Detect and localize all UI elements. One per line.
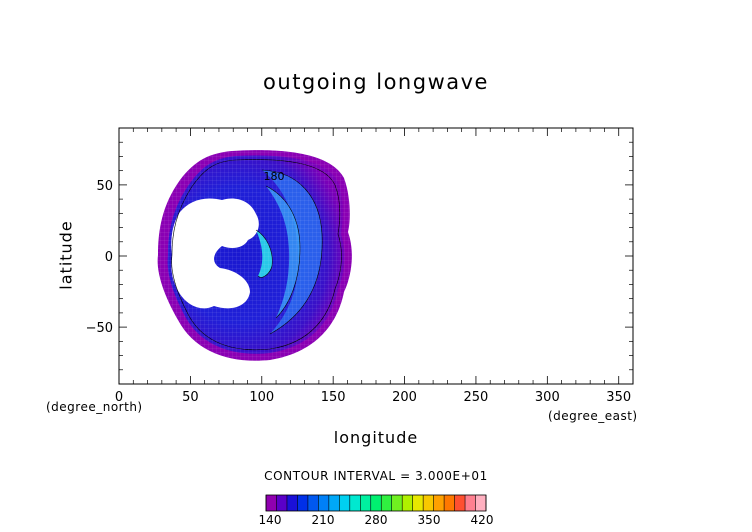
colorbar-swatch <box>391 495 403 511</box>
colorbar: 140 210 280 350 420 <box>259 494 494 527</box>
colorbar-swatch <box>370 495 382 511</box>
colorbar-swatch <box>328 495 340 511</box>
colorbar-swatch <box>412 495 424 511</box>
y-tick-label: 0 <box>105 250 113 265</box>
colorbar-swatch <box>402 495 414 511</box>
x-axis-label: longitude <box>333 428 419 447</box>
colorbar-swatch <box>454 495 466 511</box>
colorbar-swatch <box>349 495 361 511</box>
colorbar-swatch <box>318 495 330 511</box>
y-axis-label: latitude <box>56 220 76 290</box>
colorbar-swatch <box>339 495 351 511</box>
x-tick-label: 50 <box>182 390 199 405</box>
colorbar-swatch <box>360 495 372 511</box>
colorbar-label: 210 <box>312 513 335 527</box>
y-tick-label: −50 <box>86 321 113 336</box>
colorbar-label: 350 <box>418 513 441 527</box>
colorbar-swatch <box>381 495 393 511</box>
axes: 0 50 100 150 200 250 300 350 −50 0 50 <box>86 128 633 405</box>
contour-interval-caption: CONTOUR INTERVAL = 3.000E+01 <box>264 469 488 483</box>
colorbar-swatch <box>444 495 455 511</box>
colorbar-label: 280 <box>365 513 388 527</box>
colorbar-frame <box>265 494 487 512</box>
colorbar-swatch <box>276 495 288 511</box>
olr-field <box>119 128 633 384</box>
colorbar-label: 420 <box>471 513 494 527</box>
x-tick-label: 250 <box>464 390 489 405</box>
x-tick-label: 300 <box>535 390 560 405</box>
x-tick-label: 200 <box>392 390 417 405</box>
colorbar-swatch <box>475 495 487 511</box>
x-tick-label: 350 <box>606 390 631 405</box>
colorbar-swatch <box>465 495 476 511</box>
x-tick-label: 150 <box>321 390 346 405</box>
colorbar-swatch <box>433 495 445 511</box>
x-tick-label: 0 <box>115 390 123 405</box>
y-axis-unit: (degree_north) <box>46 400 143 414</box>
colorbar-swatch <box>266 495 277 511</box>
x-axis-unit: (degree_east) <box>548 409 638 423</box>
colorbar-swatch <box>423 495 435 511</box>
plot-title: outgoing longwave <box>263 70 489 94</box>
y-tick-label: 50 <box>96 179 113 194</box>
colorbar-swatch <box>307 495 319 511</box>
colorbar-label: 140 <box>259 513 282 527</box>
contour-label: 180 <box>264 170 285 183</box>
colorbar-swatch <box>297 495 309 511</box>
colorbar-swatch <box>286 495 298 511</box>
x-tick-label: 100 <box>249 390 274 405</box>
